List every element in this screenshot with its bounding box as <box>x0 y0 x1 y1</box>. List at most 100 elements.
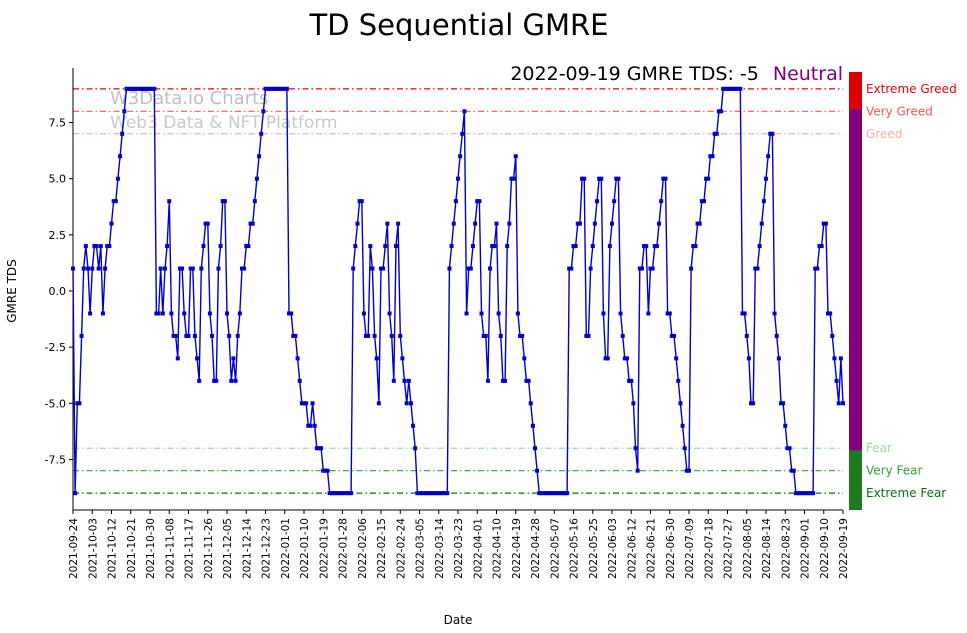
data-point-marker <box>368 244 373 249</box>
data-point-marker <box>560 491 565 496</box>
data-point-marker <box>552 491 557 496</box>
data-point-marker <box>607 244 612 249</box>
data-point-marker <box>109 221 114 226</box>
data-point-marker <box>642 244 647 249</box>
data-point-marker <box>693 244 698 249</box>
x-tick-label: 2022-05-25 <box>588 518 600 579</box>
data-point-marker <box>156 311 161 316</box>
data-point-marker <box>222 199 227 204</box>
x-tick-label: 2022-06-03 <box>607 518 619 579</box>
x-tick-label: 2022-01-10 <box>299 518 311 579</box>
data-point-marker <box>389 333 394 338</box>
data-point-marker <box>284 86 289 91</box>
data-point-marker <box>550 491 555 496</box>
data-point-marker <box>616 176 621 181</box>
data-point-marker <box>714 131 719 136</box>
data-point-marker <box>687 468 691 473</box>
data-point-marker <box>605 356 610 361</box>
data-point-marker <box>88 311 93 316</box>
data-point-marker <box>338 491 343 496</box>
x-tick-label: 2022-04-01 <box>472 518 484 579</box>
data-point-marker <box>158 266 163 271</box>
data-point-marker <box>167 199 172 204</box>
data-point-marker <box>477 199 482 204</box>
data-point-marker <box>485 378 490 383</box>
data-point-marker <box>721 86 726 91</box>
data-point-marker <box>130 86 135 91</box>
data-point-marker <box>173 333 178 338</box>
data-point-marker <box>828 311 833 316</box>
data-point-marker <box>567 266 572 271</box>
data-point-marker <box>614 176 619 181</box>
data-point-marker <box>811 491 816 496</box>
x-tick-label: 2022-01-01 <box>280 518 292 579</box>
data-point-marker <box>73 491 78 496</box>
data-point-marker <box>458 154 463 159</box>
colorbar-segment <box>849 109 862 451</box>
data-point-marker <box>436 491 441 496</box>
data-point-marker <box>836 401 841 406</box>
data-point-marker <box>701 199 706 204</box>
data-point-marker <box>248 221 253 226</box>
data-point-marker <box>744 333 749 338</box>
data-point-marker <box>490 244 495 249</box>
data-point-marker <box>635 468 640 473</box>
data-point-marker <box>719 109 724 114</box>
data-point-marker <box>528 401 533 406</box>
data-point-marker <box>152 86 157 91</box>
y-tick-label: -5.0 <box>45 397 66 410</box>
data-point-marker <box>218 244 223 249</box>
data-point-marker <box>817 244 822 249</box>
y-tick-label: 2.5 <box>49 229 67 242</box>
data-point-marker <box>242 266 247 271</box>
x-tick-label: 2022-08-05 <box>742 518 754 579</box>
data-point-marker <box>815 266 820 271</box>
data-point-marker <box>665 311 670 316</box>
data-point-marker <box>789 468 794 473</box>
data-point-marker <box>143 86 148 91</box>
data-point-marker <box>526 378 531 383</box>
data-point-marker <box>599 176 604 181</box>
data-point-marker <box>430 491 435 496</box>
data-point-marker <box>804 491 809 496</box>
data-point-marker <box>577 221 582 226</box>
data-point-marker <box>244 244 249 249</box>
data-point-marker <box>113 199 118 204</box>
data-point-marker <box>590 244 595 249</box>
data-point-marker <box>573 244 578 249</box>
data-point-marker <box>755 266 760 271</box>
data-point-marker <box>182 311 187 316</box>
data-point-marker <box>77 401 82 406</box>
data-point-marker <box>359 199 364 204</box>
data-point-marker <box>757 244 762 249</box>
data-point-marker <box>520 333 525 338</box>
data-point-marker <box>565 491 570 496</box>
data-point-marker <box>342 491 347 496</box>
data-point-marker <box>650 266 655 271</box>
x-tick-label: 2022-03-05 <box>415 518 427 579</box>
data-point-marker <box>473 221 478 226</box>
data-point-marker <box>524 378 529 383</box>
data-point-marker <box>586 333 591 338</box>
data-point-marker <box>118 154 123 159</box>
data-point-marker <box>419 491 424 496</box>
data-point-marker <box>470 244 475 249</box>
data-point-marker <box>75 401 80 406</box>
data-point-marker <box>511 176 516 181</box>
data-point-marker <box>798 491 803 496</box>
data-point-marker <box>672 333 677 338</box>
data-point-marker <box>272 86 277 91</box>
data-point-marker <box>98 244 103 249</box>
data-point-marker <box>137 86 142 91</box>
x-tick-label: 2022-04-28 <box>530 518 542 579</box>
data-point-marker <box>819 244 824 249</box>
data-point-marker <box>479 311 484 316</box>
x-tick-label: 2022-08-23 <box>780 518 792 579</box>
data-point-marker <box>823 221 828 226</box>
data-point-marker <box>731 86 736 91</box>
x-tick-label: 2022-03-23 <box>453 518 465 579</box>
data-point-marker <box>227 333 232 338</box>
data-point-marker <box>545 491 550 496</box>
data-point-marker <box>691 244 696 249</box>
